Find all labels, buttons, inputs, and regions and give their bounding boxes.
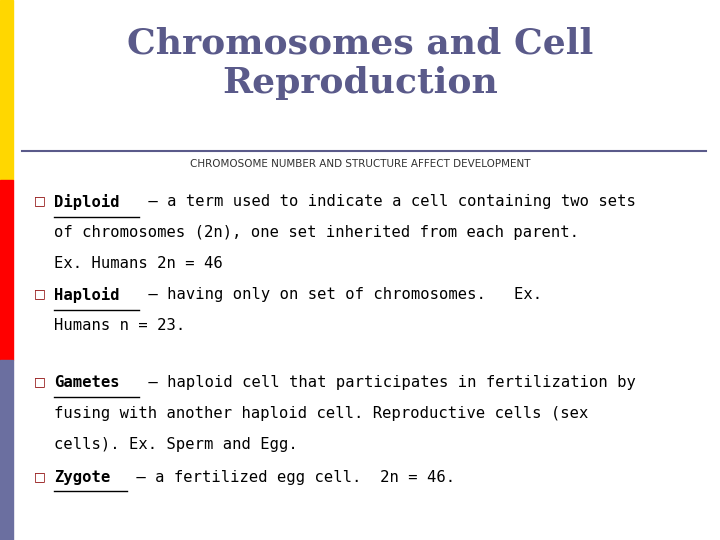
Text: Haploid: Haploid — [54, 287, 120, 303]
Text: Ex. Humans 2n = 46: Ex. Humans 2n = 46 — [54, 256, 222, 271]
Text: Zygote: Zygote — [54, 470, 110, 485]
Text: □: □ — [34, 287, 45, 300]
Text: □: □ — [34, 194, 45, 207]
Text: CHROMOSOME NUMBER AND STRUCTURE AFFECT DEVELOPMENT: CHROMOSOME NUMBER AND STRUCTURE AFFECT D… — [190, 159, 530, 170]
Text: – haploid cell that participates in fertilization by: – haploid cell that participates in fert… — [139, 375, 636, 390]
Text: – a fertilized egg cell.  2n = 46.: – a fertilized egg cell. 2n = 46. — [127, 470, 455, 485]
Text: □: □ — [34, 375, 45, 388]
Bar — [0, 180, 13, 360]
Text: Diploid: Diploid — [54, 194, 120, 211]
Text: Gametes: Gametes — [54, 375, 120, 390]
Text: cells). Ex. Sperm and Egg.: cells). Ex. Sperm and Egg. — [54, 437, 298, 452]
Text: fusing with another haploid cell. Reproductive cells (sex: fusing with another haploid cell. Reprod… — [54, 406, 588, 421]
Bar — [0, 0, 13, 180]
Text: □: □ — [34, 470, 45, 483]
Text: Chromosomes and Cell
Reproduction: Chromosomes and Cell Reproduction — [127, 27, 593, 100]
Text: of chromosomes (2n), one set inherited from each parent.: of chromosomes (2n), one set inherited f… — [54, 225, 579, 240]
Text: – a term used to indicate a cell containing two sets: – a term used to indicate a cell contain… — [139, 194, 636, 210]
Text: Humans n = 23.: Humans n = 23. — [54, 318, 185, 333]
Text: – having only on set of chromosomes.   Ex.: – having only on set of chromosomes. Ex. — [139, 287, 542, 302]
Bar — [0, 360, 13, 540]
